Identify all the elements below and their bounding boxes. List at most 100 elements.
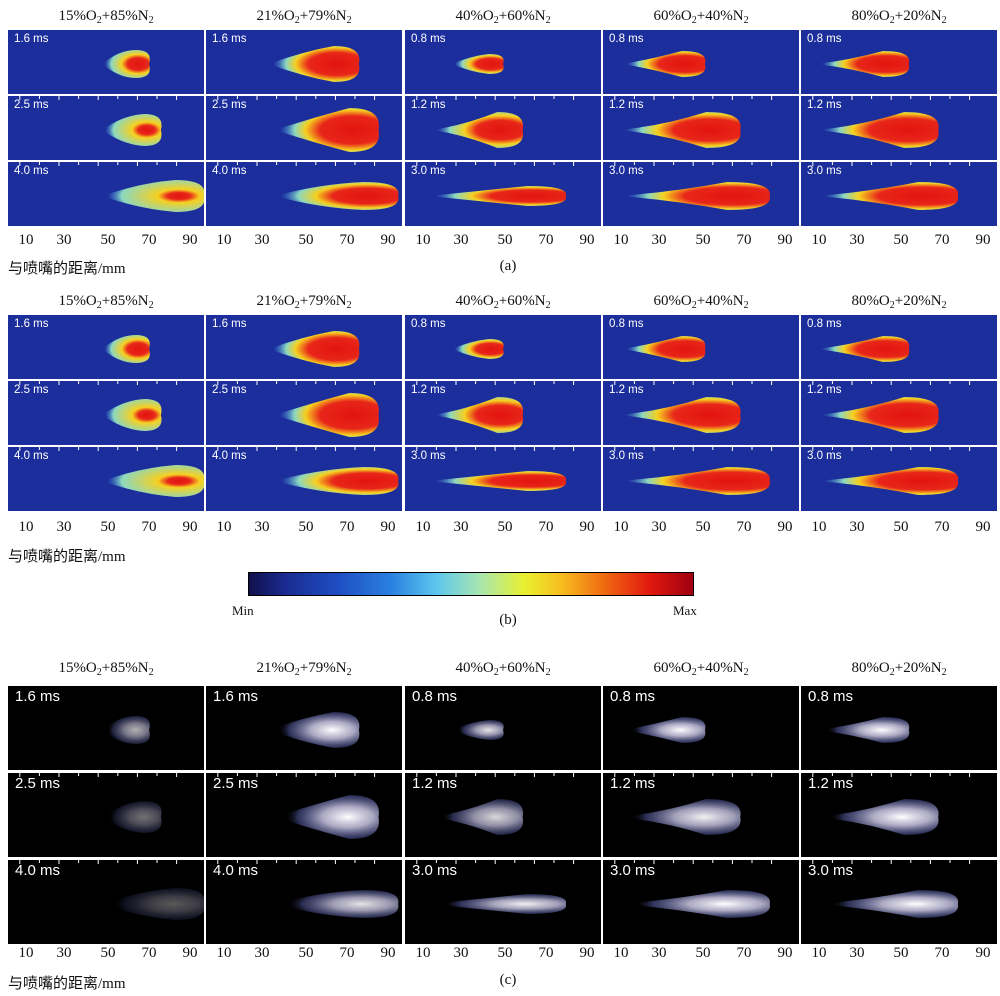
flame-shape (452, 54, 504, 74)
header-text: 60%O (653, 660, 692, 676)
header-text: +85%N (101, 8, 149, 24)
flame-shape (268, 46, 360, 82)
b-image-panel: 4.0 ms (206, 447, 402, 511)
a-image-panel: 1.2 ms (603, 96, 799, 160)
x-tick-label: 50 (298, 945, 314, 961)
axis-ticks (217, 162, 376, 166)
time-label: 2.5 ms (15, 775, 61, 792)
axis-ticks (812, 381, 971, 385)
x-tick-label: 70 (538, 232, 554, 248)
flame-shape (622, 336, 706, 362)
c-image-panel: 0.8 ms (603, 686, 799, 770)
panel-a-label: (a) (499, 258, 517, 274)
x-tick-label: 30 (453, 232, 469, 248)
x-tick-label: 30 (56, 945, 72, 961)
header-subscript: 2 (545, 300, 551, 311)
axis-ticks (19, 162, 178, 166)
b-image-panel: 3.0 ms (603, 447, 799, 511)
axis-ticks (614, 162, 773, 166)
time-label: 4.0 ms (212, 450, 247, 462)
flame-shape (816, 467, 959, 495)
x-tick-label: 90 (380, 519, 396, 535)
time-label: 3.0 ms (807, 450, 842, 462)
time-label: 0.8 ms (609, 318, 644, 330)
time-label: 0.8 ms (807, 318, 842, 330)
flame-shape (428, 894, 567, 914)
b-image-panel: 0.8 ms (603, 315, 799, 379)
header-text: 80%O (851, 293, 890, 309)
x-tick-label: 10 (18, 519, 34, 535)
axis-ticks (416, 860, 575, 864)
axis-ticks (217, 773, 376, 777)
header-subscript: 2 (294, 667, 300, 678)
header-text: +60%N (498, 8, 546, 24)
time-label: 1.2 ms (609, 99, 644, 111)
a-image-panel: 2.5 ms (206, 96, 402, 160)
axis-ticks (614, 96, 773, 100)
time-label: 3.0 ms (411, 165, 446, 177)
header-text: 60%O (653, 293, 692, 309)
flame-shape (618, 799, 741, 835)
header-subscript: 2 (493, 300, 499, 311)
flame-shape (102, 50, 150, 78)
x-tick-label: 70 (339, 945, 355, 961)
axis-ticks (614, 860, 773, 864)
axis-ticks (416, 773, 575, 777)
a-x-axis-labels: 10 30 50 70 90 (8, 232, 204, 250)
x-tick-label: 90 (975, 519, 991, 535)
axis-ticks (614, 447, 773, 451)
header-subscript: 2 (941, 300, 947, 311)
time-label: 1.6 ms (14, 318, 49, 330)
flame-shape (268, 331, 360, 367)
header-text: +20%N (894, 8, 942, 24)
x-tick-label: 10 (216, 232, 232, 248)
header-subscript: 2 (294, 15, 300, 26)
x-tick-label: 50 (100, 232, 116, 248)
axis-ticks (416, 162, 575, 166)
x-tick-label: 50 (893, 945, 909, 961)
colorbar-min-label: Min (232, 603, 254, 618)
header-text: +79%N (299, 293, 347, 309)
a-x-axis-labels: 10 30 50 70 90 (206, 232, 402, 250)
x-tick-label: 70 (934, 945, 950, 961)
time-label: 3.0 ms (807, 165, 842, 177)
x-tick-label: 30 (651, 232, 667, 248)
axis-ticks (614, 381, 773, 385)
time-label: 1.6 ms (212, 318, 247, 330)
flame-shape (102, 465, 204, 497)
x-tick-label: 70 (339, 519, 355, 535)
c-distance-label: 与喷嘴的距离/mm (8, 976, 126, 992)
b-column-header-5: 80%O2+20%N2 (801, 293, 997, 311)
x-tick-label: 30 (254, 945, 270, 961)
header-subscript: 2 (493, 15, 499, 26)
axis-ticks (416, 447, 575, 451)
b-x-axis-labels: 10 30 50 70 90 (603, 519, 799, 537)
header-text: +40%N (696, 293, 744, 309)
x-tick-label: 30 (849, 519, 865, 535)
header-text: 60%O (653, 8, 692, 24)
header-subscript: 2 (941, 15, 947, 26)
time-label: 4.0 ms (15, 862, 61, 879)
b-image-panel: 0.8 ms (801, 315, 997, 379)
time-label: 4.0 ms (14, 165, 49, 177)
x-tick-label: 70 (736, 519, 752, 535)
c-image-panel: 1.6 ms (8, 686, 204, 770)
b-column-header-3: 40%O2+60%N2 (405, 293, 601, 311)
header-subscript: 2 (148, 300, 154, 311)
b-x-axis-labels: 10 30 50 70 90 (405, 519, 601, 537)
c-image-panel: 3.0 ms (603, 860, 799, 944)
b-image-panel: 1.6 ms (8, 315, 204, 379)
x-tick-label: 90 (380, 945, 396, 961)
time-label: 0.8 ms (411, 33, 446, 45)
x-tick-label: 90 (380, 232, 396, 248)
flame-shape (816, 717, 910, 743)
axis-ticks (19, 96, 178, 100)
panel-b-label: (b) (499, 612, 517, 628)
b-column-header-1: 15%O2+85%N2 (8, 293, 204, 311)
a-image-panel: 4.0 ms (206, 162, 402, 226)
a-image-panel: 2.5 ms (8, 96, 204, 160)
time-label: 2.5 ms (213, 775, 259, 792)
time-label: 1.2 ms (411, 384, 446, 396)
x-tick-label: 50 (893, 519, 909, 535)
time-label: 2.5 ms (212, 99, 247, 111)
